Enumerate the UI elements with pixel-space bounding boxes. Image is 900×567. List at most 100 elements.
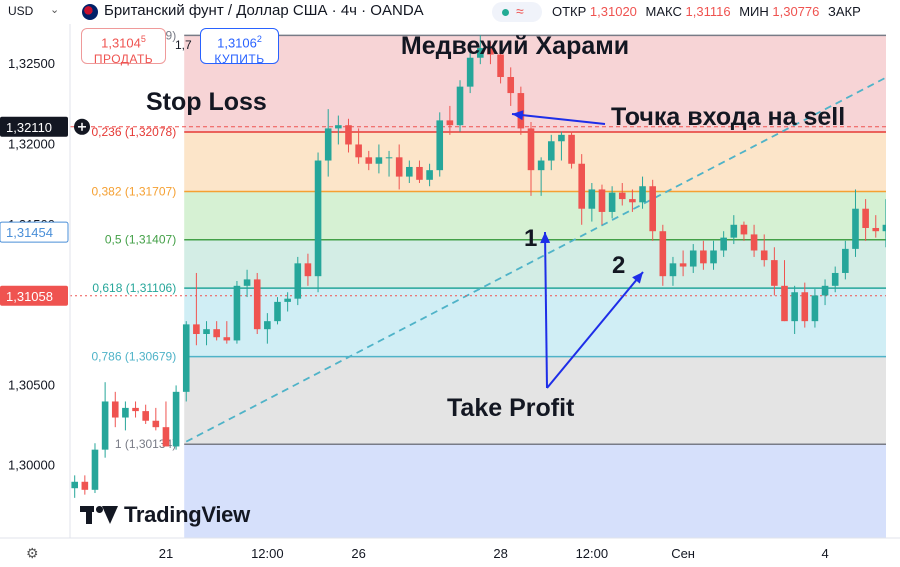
candle-body bbox=[801, 292, 809, 322]
candle-body bbox=[243, 279, 251, 286]
candle-body bbox=[132, 407, 139, 412]
sell-button[interactable]: 1,31045 ПРОДАТЬ bbox=[81, 28, 166, 67]
plot-area[interactable]: 0 (1,32679)0,236 (1,32078)0,382 (1,31707… bbox=[21, 28, 900, 538]
gbp-usd-flag-icon bbox=[82, 4, 98, 20]
spread-value: 1,7 bbox=[175, 38, 192, 52]
candle-body bbox=[507, 77, 515, 94]
candle-body bbox=[629, 199, 636, 203]
open-label: ОТКР bbox=[552, 4, 587, 19]
entry-arrow bbox=[511, 113, 606, 125]
candle-body bbox=[71, 481, 78, 489]
sell-label: ПРОДАТЬ bbox=[93, 52, 154, 67]
fib-level-label: 1 (1,30134) bbox=[115, 437, 176, 451]
low-value: 1,30776 bbox=[772, 4, 820, 19]
price-tag bbox=[0, 285, 68, 306]
fib-level-label: 0,5 (1,31407) bbox=[105, 233, 176, 247]
candle-body bbox=[700, 250, 707, 264]
entry-arrow-head bbox=[512, 110, 524, 121]
candle-body bbox=[649, 186, 656, 232]
candle-body bbox=[142, 411, 149, 421]
x-tick-label: 26 bbox=[351, 546, 365, 561]
fib-level-label: 0,236 (1,32078) bbox=[91, 125, 176, 139]
trend-line[interactable] bbox=[185, 35, 900, 443]
candle-body bbox=[101, 401, 109, 450]
candle-body bbox=[294, 263, 302, 299]
marker-1-label: 1 bbox=[524, 225, 537, 252]
candle-body bbox=[760, 250, 768, 261]
candle-body bbox=[324, 128, 332, 161]
x-tick-label: 4 bbox=[821, 546, 828, 561]
tradingview-mark-icon bbox=[80, 504, 118, 526]
candle-body bbox=[527, 128, 535, 171]
candle-body bbox=[466, 57, 474, 87]
price-tag bbox=[0, 116, 68, 137]
candle-body bbox=[568, 134, 575, 164]
fib-zone bbox=[184, 131, 886, 192]
chevron-down-icon[interactable]: ⌄ bbox=[50, 4, 60, 16]
gear-icon[interactable]: ⚙ bbox=[26, 545, 39, 561]
candle-body bbox=[477, 48, 484, 58]
candle-body bbox=[791, 292, 798, 322]
candle-body bbox=[51, 479, 58, 492]
candle-body bbox=[182, 324, 190, 392]
candle-body bbox=[111, 401, 119, 418]
candle-body bbox=[578, 163, 585, 209]
buy-button[interactable]: 1,31062 КУПИТЬ bbox=[200, 28, 279, 66]
candle-body bbox=[172, 391, 180, 447]
candle-body bbox=[395, 157, 403, 177]
candle-body bbox=[203, 329, 210, 335]
candle-body bbox=[223, 337, 231, 341]
candle-body bbox=[162, 427, 170, 447]
candle-body bbox=[274, 301, 281, 322]
take-profit-arrow-1-head bbox=[540, 232, 551, 244]
candle-body bbox=[41, 491, 48, 505]
y-tick-label: 1,32500 bbox=[8, 56, 55, 71]
candle-body bbox=[740, 224, 748, 235]
price-tag bbox=[0, 221, 69, 243]
fib-level-label: 0,618 (1,31106) bbox=[92, 281, 176, 295]
candle-body bbox=[831, 272, 839, 286]
candle-body bbox=[811, 295, 819, 322]
sell-price: 1,3104 bbox=[101, 35, 141, 51]
top-bar: USD ⌄ Британский фунт / Доллар США · 4ч … bbox=[0, 0, 900, 24]
candle-body bbox=[781, 285, 788, 322]
currency-label[interactable]: USD bbox=[8, 4, 34, 18]
y-tick-label: 1,32000 bbox=[8, 136, 55, 151]
market-status-pill[interactable] bbox=[492, 2, 542, 22]
x-tick-label: 12:00 bbox=[251, 546, 284, 561]
price-tag-label: 1,31454 bbox=[6, 225, 53, 240]
candle-body bbox=[679, 263, 687, 267]
candle-body bbox=[365, 157, 373, 164]
close-label: ЗАКР bbox=[828, 4, 861, 19]
candle-body bbox=[304, 263, 312, 277]
candle-body bbox=[720, 237, 727, 251]
candle-body bbox=[385, 157, 393, 159]
fib-level-label: 0,382 (1,31707) bbox=[91, 185, 176, 199]
tradingview-logo[interactable]: TradingView bbox=[80, 502, 250, 527]
y-tick-label: 1,30000 bbox=[8, 458, 55, 473]
high-label: МАКС bbox=[645, 4, 682, 19]
price-tag-label: 1,31058 bbox=[6, 289, 53, 304]
candle-body bbox=[882, 224, 886, 232]
symbol-title[interactable]: Британский фунт / Доллар США · 4ч · OAND… bbox=[104, 2, 424, 19]
candle-body bbox=[558, 134, 565, 142]
candle-body bbox=[842, 248, 849, 273]
sell-price-sup: 5 bbox=[140, 34, 146, 44]
x-tick-label: 21 bbox=[159, 546, 173, 561]
candle-body bbox=[750, 234, 758, 251]
candle-body bbox=[639, 186, 646, 203]
x-tick-label: Сен bbox=[671, 546, 695, 561]
take-profit-label: Take Profit bbox=[447, 394, 575, 422]
candle-body bbox=[710, 250, 717, 264]
take-profit-arrow-2-head bbox=[632, 272, 643, 284]
candle-body bbox=[487, 48, 494, 55]
candle-body bbox=[893, 196, 900, 225]
candle-body bbox=[598, 189, 606, 212]
tradingview-wordmark: TradingView bbox=[124, 502, 250, 527]
fib-zone bbox=[184, 191, 886, 240]
candle-body bbox=[264, 321, 271, 330]
fib-zone bbox=[184, 288, 886, 357]
candle-body bbox=[152, 420, 160, 428]
candle-body bbox=[253, 279, 261, 330]
